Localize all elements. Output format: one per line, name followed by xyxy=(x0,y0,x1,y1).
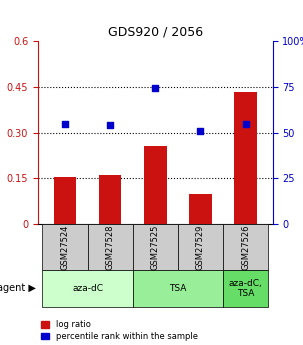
Bar xyxy=(189,194,212,224)
FancyBboxPatch shape xyxy=(223,224,268,270)
Text: GSM27525: GSM27525 xyxy=(151,224,160,269)
FancyBboxPatch shape xyxy=(42,270,133,307)
FancyBboxPatch shape xyxy=(88,224,133,270)
Text: GSM27526: GSM27526 xyxy=(241,224,250,269)
Text: GSM27524: GSM27524 xyxy=(61,224,69,269)
FancyBboxPatch shape xyxy=(223,270,268,307)
Text: aza-dC: aza-dC xyxy=(72,284,103,293)
Text: GSM27529: GSM27529 xyxy=(196,224,205,269)
Point xyxy=(108,123,112,128)
Bar xyxy=(234,92,257,224)
Legend: log ratio, percentile rank within the sample: log ratio, percentile rank within the sa… xyxy=(41,321,198,341)
Text: aza-dC,
TSA: aza-dC, TSA xyxy=(229,279,262,298)
Text: TSA: TSA xyxy=(169,284,187,293)
Bar xyxy=(144,146,167,224)
Bar xyxy=(54,177,76,224)
FancyBboxPatch shape xyxy=(178,224,223,270)
FancyBboxPatch shape xyxy=(133,270,223,307)
Title: GDS920 / 2056: GDS920 / 2056 xyxy=(108,26,203,39)
FancyBboxPatch shape xyxy=(133,224,178,270)
Point xyxy=(198,128,203,134)
Text: agent ▶: agent ▶ xyxy=(0,283,36,293)
Bar xyxy=(99,175,122,224)
Point xyxy=(153,85,158,91)
Text: GSM27528: GSM27528 xyxy=(106,224,115,269)
Point xyxy=(62,121,67,126)
Point xyxy=(243,122,248,127)
FancyBboxPatch shape xyxy=(42,224,88,270)
